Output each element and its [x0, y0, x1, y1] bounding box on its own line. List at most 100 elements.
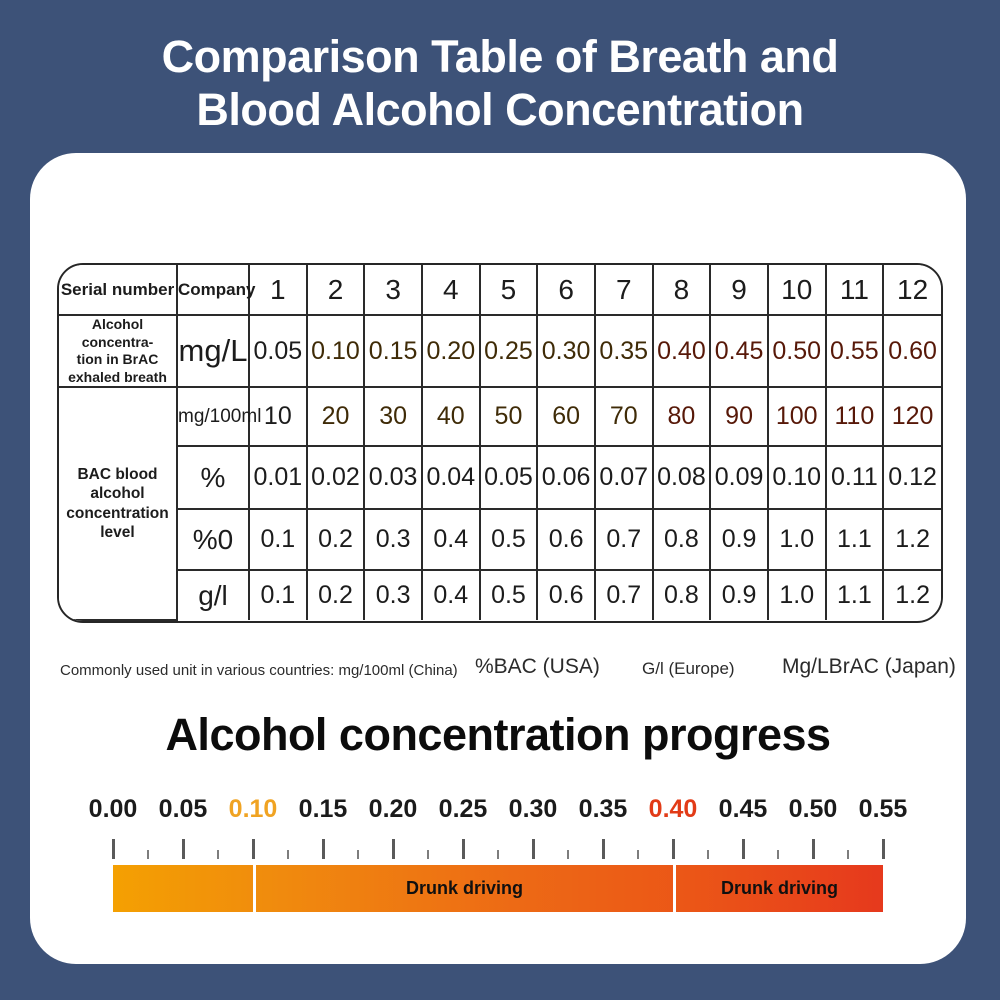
major-tick	[672, 839, 675, 859]
table-cell: 1.2	[882, 569, 941, 620]
serial-number-header: Serial number	[59, 265, 178, 316]
table-cell: 0.11	[824, 445, 885, 510]
table-cell: 0.7	[593, 569, 654, 620]
table-cell: 0.5	[478, 508, 539, 571]
serial-number-cell: 4	[420, 265, 481, 316]
brac-row: Alcohol concentra- tion in BrAC exhaled …	[59, 314, 941, 388]
minor-tick	[497, 850, 499, 859]
table-cell: 0.50	[766, 314, 827, 388]
minor-tick	[287, 850, 289, 859]
minor-tick	[147, 850, 149, 859]
table-cell: 1.1	[824, 508, 885, 571]
table-cell: 0.02	[305, 445, 366, 510]
unit-cell: %	[177, 445, 250, 510]
table-cell: 0.4	[420, 569, 481, 620]
scale-tick-label: 0.25	[438, 795, 488, 823]
table-cell: 0.3	[363, 508, 423, 571]
table-cell: 1.2	[882, 508, 941, 571]
table-cell: 0.30	[536, 314, 596, 388]
gradient-bar: Drunk driving Drunk driving	[113, 865, 883, 912]
minor-tick	[637, 850, 639, 859]
table-cell: 0.2	[305, 569, 366, 620]
bar-segment: Drunk driving	[253, 865, 673, 912]
table-cell: 0.03	[363, 445, 423, 510]
table-cell: 0.12	[882, 445, 941, 510]
minor-tick	[777, 850, 779, 859]
footnote-usa: %BAC (USA)	[475, 655, 600, 678]
table-cell: 0.35	[593, 314, 654, 388]
brac-row-label: Alcohol concentra- tion in BrAC exhaled …	[59, 314, 178, 388]
drunk-driving-label: Drunk driving	[720, 878, 838, 898]
serial-number-cell: 7	[593, 265, 654, 316]
bac-group-label: BAC blood alcohol concentration level	[59, 386, 178, 621]
table-cell: 0.1	[248, 569, 308, 620]
table-cell: 1.0	[766, 569, 827, 620]
table-cell: 50	[478, 386, 539, 447]
minor-tick	[427, 850, 429, 859]
table-cell: 0.15	[363, 314, 423, 388]
major-tick	[252, 839, 255, 859]
table-cell: 60	[536, 386, 596, 447]
scale-labels: 0.00 0.05 0.10 0.15 0.20 0.25 0.30 0.35 0.40 0.45…	[89, 795, 908, 827]
table-cell: 0.40	[651, 314, 712, 388]
table-cell: 0.1	[248, 508, 308, 571]
table-cell: 0.3	[363, 569, 423, 620]
table-cell: 40	[420, 386, 481, 447]
table-cell: 0.2	[305, 508, 366, 571]
major-tick	[112, 839, 115, 859]
scale-tick-label: 0.45	[718, 795, 768, 823]
scale-tick-label: 0.40	[648, 795, 698, 823]
company-header: Company	[176, 265, 255, 316]
major-tick	[462, 839, 465, 859]
table-cell: 90	[709, 386, 769, 447]
minor-tick	[707, 850, 709, 859]
unit-cell: mg/100ml	[176, 386, 261, 447]
minor-tick	[847, 850, 849, 859]
table-cell: 0.55	[824, 314, 885, 388]
serial-number-cell: 6	[536, 265, 596, 316]
serial-number-cell: 2	[305, 265, 366, 316]
table-cell: 30	[363, 386, 423, 447]
table-cell: 0.6	[536, 569, 596, 620]
table-cell: 10	[248, 386, 308, 447]
table-cell: 0.6	[536, 508, 596, 571]
table-cell: 0.01	[248, 445, 308, 510]
bac-row: g/l 0.1 0.2 0.3 0.4 0.5 0.6 0.7 0.8 0.9 1.0 1.1 1.2	[59, 569, 941, 620]
minor-tick	[567, 850, 569, 859]
table-cell: 110	[824, 386, 885, 447]
table-cell: 0.07	[593, 445, 654, 510]
scale-tick-label: 0.50	[788, 795, 838, 823]
table-cell: 0.05	[248, 314, 308, 388]
table-cell: 0.9	[709, 569, 769, 620]
scale-tick-label: 0.20	[368, 795, 418, 823]
table-cell: 0.08	[651, 445, 712, 510]
footnote-europe: G/l (Europe)	[642, 659, 735, 678]
table-cell: 0.60	[882, 314, 941, 388]
scale-tick-label: 0.10	[228, 795, 278, 823]
footnote-china: Commonly used unit in various countries:…	[60, 662, 458, 679]
major-tick	[392, 839, 395, 859]
scale-tick-label: 0.05	[158, 795, 208, 823]
table-cell: 0.20	[420, 314, 481, 388]
major-tick	[182, 839, 185, 859]
table-cell: 0.25	[478, 314, 539, 388]
table-cell: 0.8	[651, 569, 712, 620]
scale-ticks	[112, 835, 885, 861]
table-cell: 0.45	[709, 314, 769, 388]
table-cell: 0.5	[478, 569, 539, 620]
bar-segment	[113, 865, 253, 912]
bac-row: % 0.01 0.02 0.03 0.04 0.05 0.06 0.07 0.08 0.09 0.1…	[59, 445, 941, 510]
major-tick	[322, 839, 325, 859]
scale-tick-label: 0.00	[88, 795, 138, 823]
minor-tick	[217, 850, 219, 859]
major-tick	[812, 839, 815, 859]
table-cell: 0.7	[593, 508, 654, 571]
table-cell: 0.9	[709, 508, 769, 571]
page-title-line1: Comparison Table of Breath and	[161, 31, 839, 82]
table-cell: 120	[882, 386, 941, 447]
scale-tick-label: 0.55	[858, 795, 908, 823]
table-cell: 0.04	[420, 445, 481, 510]
footnote-japan: Mg/LBrAC (Japan)	[782, 655, 956, 678]
serial-number-cell: 1	[248, 265, 308, 316]
